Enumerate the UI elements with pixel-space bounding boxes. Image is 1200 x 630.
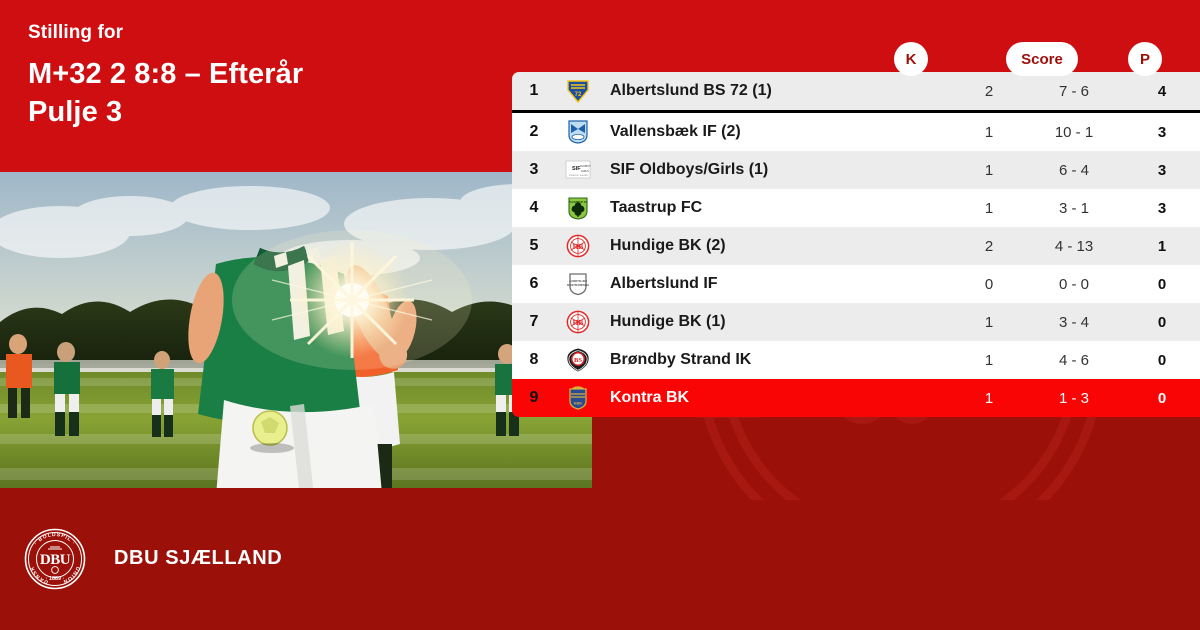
row-goal-score: 3 - 1 <box>1058 199 1089 217</box>
row-rank: 2 <box>529 123 539 140</box>
table-column-header-pills: K Score P <box>512 42 1200 76</box>
standings-row[interactable]: 4 TAASTRUP FC Taastrup FC 1 3 - 1 3 <box>512 189 1200 227</box>
row-rank: 6 <box>529 275 539 292</box>
football-match-photo <box>0 172 592 488</box>
standings-row[interactable]: 1 72 Albertslund BS 72 (1) 2 7 - 6 4 <box>512 72 1200 113</box>
row-rank: 4 <box>529 199 539 216</box>
row-goal-score: 4 - 13 <box>1054 237 1094 255</box>
row-goal-score: 6 - 4 <box>1058 161 1089 179</box>
row-matches-played: 1 <box>984 161 994 179</box>
standings-row[interactable]: 9 KBK Kontra BK 1 1 - 3 0 <box>512 379 1200 417</box>
kontra-bk-crest-icon: KBK <box>556 385 600 411</box>
row-goal-score: 10 - 1 <box>1054 123 1094 141</box>
row-goal-score: 7 - 6 <box>1058 82 1089 100</box>
albertslund-bs72-crest-icon: 72 <box>556 78 600 104</box>
row-goal-score: 0 - 0 <box>1058 275 1089 293</box>
row-rank: 1 <box>529 82 539 99</box>
vallensbaek-if-crest-icon <box>556 119 600 145</box>
row-team-name: Hundige BK (2) <box>610 237 726 254</box>
svg-text:TAASTRUP FC: TAASTRUP FC <box>569 200 588 204</box>
row-points: 0 <box>1157 313 1167 331</box>
row-points: 0 <box>1157 351 1167 369</box>
footer-org-name: DBU SJÆLLAND <box>114 547 283 569</box>
row-goal-score: 3 - 4 <box>1058 313 1089 331</box>
row-rank: 7 <box>529 313 539 330</box>
row-points: 1 <box>1157 237 1167 255</box>
svg-text:GIRLS: GIRLS <box>581 169 589 173</box>
svg-text:DBU: DBU <box>40 552 71 568</box>
row-points: 3 <box>1157 199 1167 217</box>
row-matches-played: 1 <box>984 123 994 141</box>
standings-row[interactable]: 3 SIF OLDBOYS GIRLS FODBOLD I SOLRØD SIF… <box>512 151 1200 189</box>
page-title: M+32 2 8:8 – Efterår Pulje 3 <box>28 57 304 129</box>
svg-text:IDRÆTSFORENING: IDRÆTSFORENING <box>567 284 589 287</box>
svg-text:BS: BS <box>574 357 582 364</box>
row-matches-played: 1 <box>984 199 994 217</box>
hundige-bk-crest-icon: HB <box>556 309 600 335</box>
albertslund-if-crest-icon: ALBERTSLUND IDRÆTSFORENING <box>556 271 600 297</box>
dbu-circular-crest-icon: · BOLDSPIL · UNION DANSK · 1889 · DBU <box>24 528 86 590</box>
svg-text:FODBOLD I SOLRØD: FODBOLD I SOLRØD <box>569 175 588 177</box>
row-team-name: SIF Oldboys/Girls (1) <box>610 161 769 178</box>
row-points: 0 <box>1157 275 1167 293</box>
row-team-name: Hundige BK (1) <box>610 313 726 330</box>
column-header-k: K <box>894 42 928 76</box>
svg-text:72: 72 <box>575 92 582 98</box>
standings-row[interactable]: 6 ALBERTSLUND IDRÆTSFORENING Albertslund… <box>512 265 1200 303</box>
row-rank: 5 <box>529 237 539 254</box>
kicker-text: Stilling for <box>28 22 124 43</box>
row-matches-played: 1 <box>984 313 994 331</box>
column-header-score: Score <box>1006 42 1078 76</box>
standings-row[interactable]: 7 HB Hundige BK (1) 1 3 - 4 0 <box>512 303 1200 341</box>
svg-text:ALBERTSLUND: ALBERTSLUND <box>569 280 587 283</box>
svg-text:SIF: SIF <box>572 166 581 172</box>
row-team-name: Kontra BK <box>610 389 690 406</box>
svg-text:KBK: KBK <box>574 400 583 405</box>
row-points: 0 <box>1157 389 1167 407</box>
sif-oldboys-crest-icon: SIF OLDBOYS GIRLS FODBOLD I SOLRØD <box>556 157 600 183</box>
footer-bar: · BOLDSPIL · UNION DANSK · 1889 · DBU DB… <box>0 487 1200 630</box>
svg-text:HB: HB <box>573 242 584 251</box>
headline-block: Stilling for M+32 2 8:8 – Efterår Pulje … <box>28 22 303 132</box>
hundige-bk-crest-icon: HB <box>556 233 600 259</box>
svg-text:OLDBOYS: OLDBOYS <box>580 164 591 168</box>
taastrup-fc-crest-icon: TAASTRUP FC <box>556 195 600 221</box>
row-team-name: Taastrup FC <box>610 199 703 216</box>
svg-text:· 1889 ·: · 1889 · <box>46 576 65 582</box>
row-rank: 3 <box>529 161 539 178</box>
row-points: 3 <box>1157 161 1167 179</box>
svg-text:HB: HB <box>573 318 584 327</box>
row-team-name: Albertslund IF <box>610 275 718 292</box>
row-team-name: Albertslund BS 72 (1) <box>610 82 772 99</box>
row-matches-played: 2 <box>984 237 994 255</box>
brondby-strand-ik-crest-icon: BS <box>556 347 600 373</box>
row-rank: 8 <box>529 351 539 368</box>
row-goal-score: 4 - 6 <box>1058 351 1089 369</box>
row-matches-played: 1 <box>984 389 994 407</box>
row-matches-played: 0 <box>984 275 994 293</box>
row-matches-played: 1 <box>984 351 994 369</box>
row-points: 3 <box>1157 123 1167 141</box>
row-team-name: Brøndby Strand IK <box>610 351 752 368</box>
standings-row[interactable]: 2 Vallensbæk IF (2) 1 10 - 1 3 <box>512 113 1200 151</box>
standings-row[interactable]: 8 BS Brøndby Strand IK 1 4 - 6 0 <box>512 341 1200 379</box>
standings-row[interactable]: 5 HB Hundige BK (2) 2 4 - 13 1 <box>512 227 1200 265</box>
row-team-name: Vallensbæk IF (2) <box>610 123 741 140</box>
row-matches-played: 2 <box>984 82 994 100</box>
column-header-p: P <box>1128 42 1162 76</box>
row-rank: 9 <box>529 389 539 406</box>
row-points: 4 <box>1157 82 1167 100</box>
row-goal-score: 1 - 3 <box>1058 389 1089 407</box>
